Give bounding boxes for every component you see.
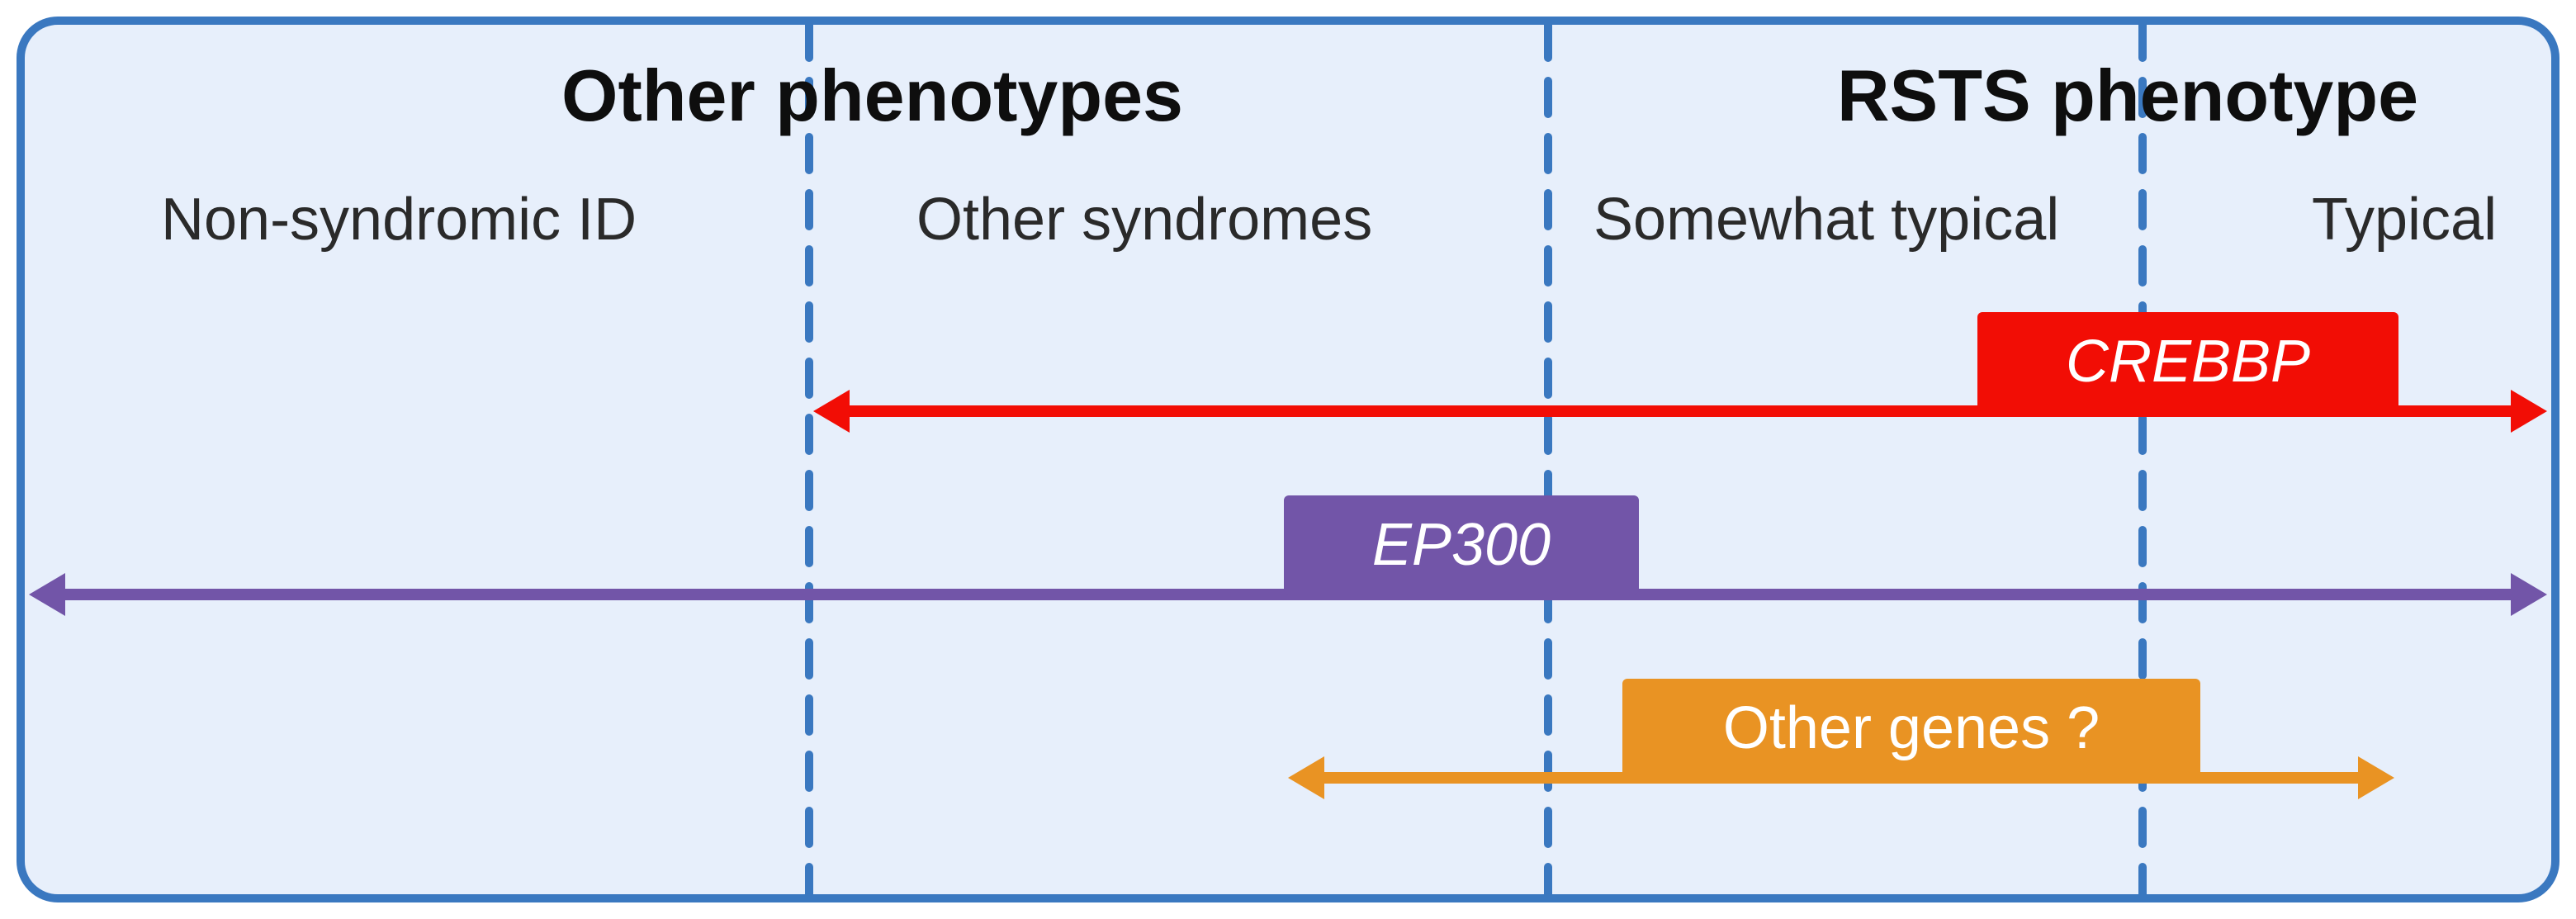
heading-other-phenotypes: Other phenotypes: [561, 54, 1183, 138]
heading-rsts-phenotype: RSTS phenotype: [1837, 54, 2418, 138]
diagram-canvas: Other phenotypes RSTS phenotype Non-synd…: [0, 0, 2576, 919]
sublabel-somewhat-typical: Somewhat typical: [1593, 186, 2059, 253]
gene-box-other-genes: Other genes ?: [1622, 679, 2200, 778]
sublabel-other-syndromes: Other syndromes: [916, 186, 1372, 253]
sublabel-typical: Typical: [2312, 186, 2497, 253]
gene-box-ep300: EP300: [1284, 495, 1639, 595]
divider-1: [805, 25, 813, 894]
sublabel-non-syndromic-id: Non-syndromic ID: [161, 186, 637, 253]
gene-box-crebbp: CREBBP: [1977, 312, 2398, 411]
